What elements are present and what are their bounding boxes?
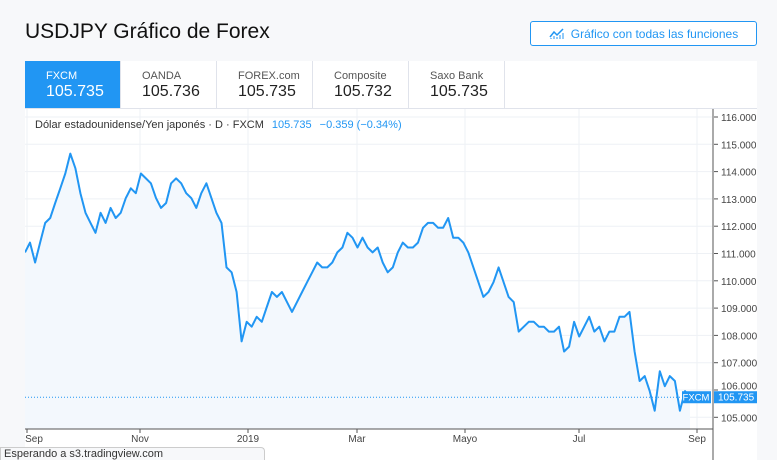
chart-legend: Dólar estadounidense/Yen japonés · D · F… [35, 119, 402, 131]
y-tick-label: 116.000 [721, 113, 757, 124]
tab-name: FOREX.com [238, 70, 300, 82]
y-tick-label: 106.000 [721, 382, 757, 393]
price-chart[interactable]: 116.000 115.000 114.000 113.000 112.000 111.0… [25, 109, 757, 460]
tab-name: OANDA [142, 70, 182, 82]
tab-saxo-bank[interactable]: Saxo Bank 105.735 [409, 61, 505, 108]
y-tick-label: 112.000 [721, 222, 757, 233]
tab-price: 105.736 [142, 83, 200, 100]
last-price-value: 105.735 [718, 393, 755, 404]
x-tick-label: Sep [25, 434, 43, 445]
tab-fxcm[interactable]: FXCM 105.735 [25, 61, 121, 108]
last-price-badge [714, 391, 757, 404]
y-tick-label: 107.000 [721, 359, 757, 370]
last-label-bg [682, 391, 711, 404]
y-tick-label: 108.000 [721, 331, 757, 342]
price-area [25, 153, 690, 429]
tab-price: 105.735 [430, 83, 488, 100]
x-tick-label: Mayo [453, 434, 478, 445]
full-chart-label: Gráfico con todas las funciones [570, 26, 739, 41]
x-tick-label: Sep [688, 434, 706, 445]
tab-price: 105.735 [238, 83, 296, 100]
y-tick-label: 105.000 [721, 413, 757, 424]
y-tick-label: 113.000 [721, 195, 757, 206]
tab-name: Saxo Bank [430, 70, 484, 82]
tab-composite[interactable]: Composite 105.732 [313, 61, 409, 108]
price-line [25, 152, 691, 412]
tab-forex-com[interactable]: FOREX.com 105.735 [217, 61, 313, 108]
tab-oanda[interactable]: OANDA 105.736 [121, 61, 217, 108]
tab-name: Composite [334, 70, 387, 82]
exchange-tabs: FXCM 105.735 OANDA 105.736 FOREX.com 105.73… [25, 61, 757, 109]
y-tick-label: 115.000 [721, 140, 757, 151]
legend-price: 105.735 [271, 119, 312, 131]
y-tick-label: 114.000 [721, 168, 757, 179]
y-tick-label: 111.000 [721, 250, 756, 261]
legend-symbol: Dólar estadounidense/Yen japonés · D · F… [35, 119, 264, 131]
chart-canvas[interactable]: 116.000 115.000 114.000 113.000 112.000 111.0… [25, 109, 757, 460]
last-label-name: FXCM [683, 393, 710, 404]
x-tick-label: Jul [573, 434, 586, 445]
legend-change: −0.359 (−0.34%) [319, 119, 402, 131]
chart-icon [549, 27, 564, 39]
x-tick-label: Nov [131, 434, 149, 445]
y-tick-label: 110.000 [721, 277, 757, 288]
tab-name: FXCM [46, 70, 78, 82]
status-bar: Esperando a s3.tradingview.com [0, 447, 265, 460]
y-tick-label: 109.000 [721, 304, 757, 315]
page-title: USDJPY Gráfico de Forex [25, 20, 270, 43]
full-chart-button[interactable]: Gráfico con todas las funciones [530, 21, 757, 46]
x-tick-label: Mar [348, 434, 366, 445]
tab-price: 105.735 [46, 83, 104, 100]
tab-price: 105.732 [334, 83, 392, 100]
x-tick-label: 2019 [237, 434, 260, 445]
